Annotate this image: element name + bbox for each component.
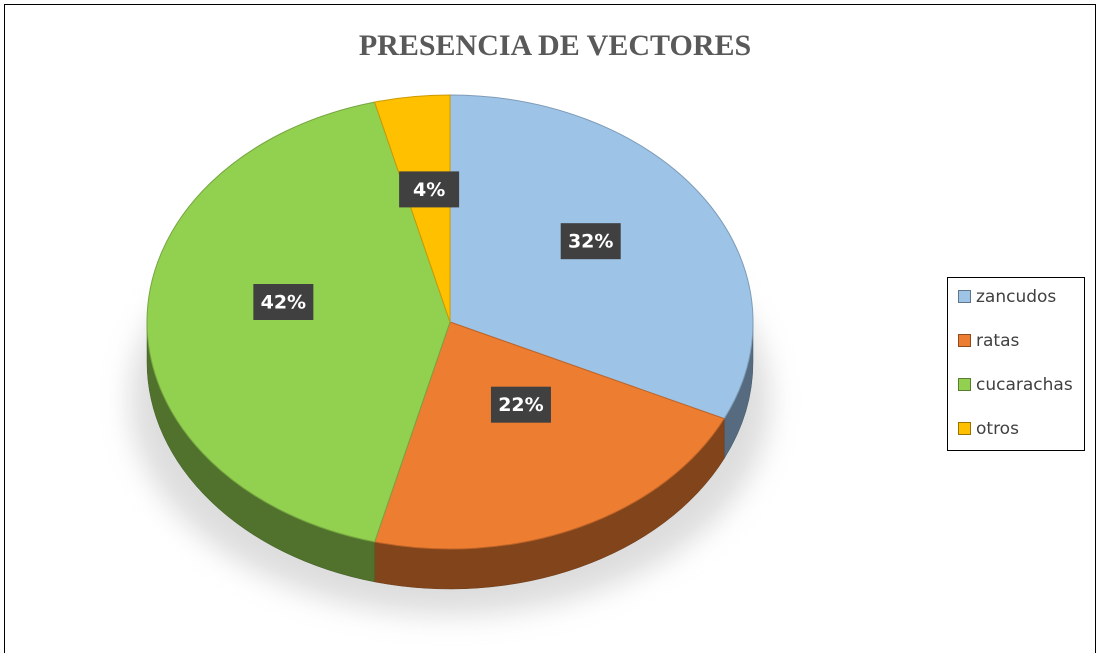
legend-label: zancudos: [976, 287, 1056, 307]
pie-slice: [146, 101, 451, 543]
data-labels: 32% 22% 42% 4%: [253, 171, 621, 423]
pie-slice: [373, 321, 725, 550]
data-label: 4%: [413, 179, 445, 201]
data-label: 32%: [568, 231, 613, 253]
legend: zancudos ratas cucarachas otros: [958, 287, 1073, 439]
data-label-box: [490, 386, 551, 423]
data-label-box: [399, 171, 460, 208]
legend-swatch: [958, 290, 971, 303]
legend-label: otros: [976, 419, 1019, 439]
legend-label: ratas: [976, 331, 1019, 351]
data-label: 42%: [261, 292, 306, 314]
pie-slices: [146, 94, 754, 550]
pie-slice: [373, 94, 451, 323]
legend-label: cucarachas: [976, 375, 1073, 395]
data-label-box: [253, 284, 314, 320]
data-label-box: [560, 223, 621, 260]
legend-swatch: [958, 334, 971, 347]
legend-box: [947, 277, 1085, 451]
legend-swatch: [958, 422, 971, 435]
chart-title: PRESENCIA DE VECTORES: [359, 29, 751, 62]
data-label: 22%: [498, 394, 543, 416]
legend-swatch: [958, 378, 971, 391]
